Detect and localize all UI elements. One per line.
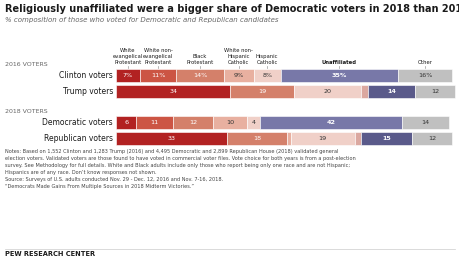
Bar bbox=[173, 116, 213, 129]
Text: Black
Protestant: Black Protestant bbox=[186, 54, 213, 65]
Bar bbox=[360, 85, 367, 98]
Bar bbox=[367, 85, 414, 98]
Text: 14%: 14% bbox=[192, 73, 207, 78]
Text: 6: 6 bbox=[124, 120, 128, 125]
Bar bbox=[354, 132, 360, 145]
Text: Hispanic
Catholic: Hispanic Catholic bbox=[255, 54, 278, 65]
Text: 18: 18 bbox=[252, 136, 261, 141]
Bar bbox=[223, 69, 253, 82]
Text: Other: Other bbox=[417, 60, 431, 65]
Bar bbox=[226, 132, 287, 145]
Bar bbox=[293, 85, 360, 98]
Text: 16%: 16% bbox=[417, 73, 431, 78]
Text: Notes: Based on 1,552 Clinton and 1,283 Trump (2016) and 4,495 Democratic and 2,: Notes: Based on 1,552 Clinton and 1,283 … bbox=[5, 149, 355, 189]
Bar bbox=[280, 69, 397, 82]
Bar bbox=[397, 69, 451, 82]
Text: 42: 42 bbox=[326, 120, 335, 125]
Text: 33: 33 bbox=[167, 136, 175, 141]
Bar bbox=[176, 69, 223, 82]
Text: Clinton voters: Clinton voters bbox=[59, 71, 113, 80]
Text: 9%: 9% bbox=[233, 73, 243, 78]
Bar bbox=[116, 116, 136, 129]
Text: Democratic voters: Democratic voters bbox=[42, 118, 113, 127]
Bar bbox=[116, 69, 139, 82]
Bar bbox=[246, 116, 260, 129]
Text: 19: 19 bbox=[318, 136, 326, 141]
Text: 12: 12 bbox=[427, 136, 435, 141]
Bar bbox=[116, 132, 226, 145]
Text: 20: 20 bbox=[323, 89, 331, 94]
Text: Trump voters: Trump voters bbox=[62, 87, 113, 96]
Bar bbox=[360, 132, 411, 145]
Text: 15: 15 bbox=[381, 136, 390, 141]
Bar bbox=[401, 116, 448, 129]
Text: 14: 14 bbox=[420, 120, 428, 125]
Text: Unaffiliated: Unaffiliated bbox=[321, 60, 356, 65]
Bar bbox=[213, 116, 246, 129]
Text: 2016 VOTERS: 2016 VOTERS bbox=[5, 62, 48, 67]
Text: 19: 19 bbox=[257, 89, 266, 94]
Text: 35%: 35% bbox=[331, 73, 347, 78]
Text: 7%: 7% bbox=[123, 73, 133, 78]
Bar bbox=[116, 85, 230, 98]
Bar bbox=[411, 132, 451, 145]
Text: % composition of those who voted for Democratic and Republican candidates: % composition of those who voted for Dem… bbox=[5, 17, 278, 23]
Bar bbox=[414, 85, 454, 98]
Text: 10: 10 bbox=[226, 120, 234, 125]
Text: 11: 11 bbox=[150, 120, 158, 125]
Bar bbox=[230, 85, 293, 98]
Bar bbox=[253, 69, 280, 82]
Text: 34: 34 bbox=[169, 89, 177, 94]
Text: White non-
evangelical
Protestant: White non- evangelical Protestant bbox=[143, 48, 173, 65]
Bar bbox=[287, 132, 290, 145]
Bar bbox=[290, 132, 354, 145]
Text: 4: 4 bbox=[251, 120, 255, 125]
Text: 12: 12 bbox=[189, 120, 197, 125]
Text: PEW RESEARCH CENTER: PEW RESEARCH CENTER bbox=[5, 251, 95, 257]
Text: White
evangelical
Protestant: White evangelical Protestant bbox=[112, 48, 143, 65]
Text: 14: 14 bbox=[386, 89, 395, 94]
Bar bbox=[260, 116, 401, 129]
Text: 2018 VOTERS: 2018 VOTERS bbox=[5, 109, 48, 114]
Text: Religiously unaffiliated were a bigger share of Democratic voters in 2018 than 2: Religiously unaffiliated were a bigger s… bbox=[5, 4, 459, 14]
Bar bbox=[136, 116, 173, 129]
Text: 8%: 8% bbox=[262, 73, 272, 78]
Bar bbox=[139, 69, 176, 82]
Text: 12: 12 bbox=[430, 89, 438, 94]
Text: 11%: 11% bbox=[151, 73, 165, 78]
Text: Republican voters: Republican voters bbox=[44, 134, 113, 143]
Text: White non-
Hispanic
Catholic: White non- Hispanic Catholic bbox=[224, 48, 252, 65]
